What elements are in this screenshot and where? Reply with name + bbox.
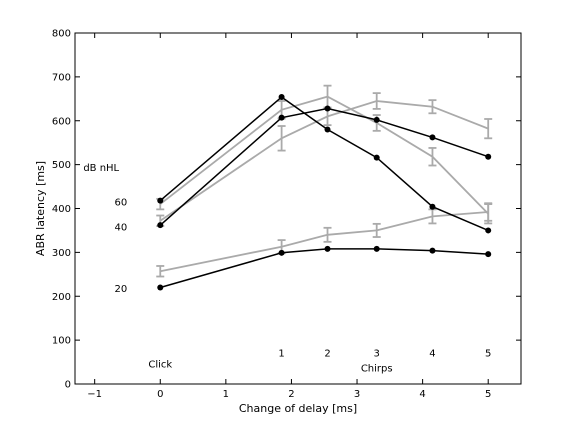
series-line xyxy=(159,107,489,226)
x-tick-label: 3 xyxy=(354,389,360,400)
x-axis-title: Change of delay [ms] xyxy=(239,402,357,415)
annotations: dB nHL 60 40 20 Click 1 2 3 4 5 Chirps xyxy=(83,163,491,375)
plot-area xyxy=(74,32,522,385)
y-tick-label: 400 xyxy=(52,204,71,215)
y-tick-label: 500 xyxy=(52,160,71,171)
annotation-click: Click xyxy=(148,359,172,370)
annotation-chirp2: 2 xyxy=(324,348,330,359)
series-line xyxy=(159,100,489,222)
y-tick-label: 300 xyxy=(52,248,71,259)
y-tick-label: 100 xyxy=(52,336,71,347)
x-tick-label: 2 xyxy=(288,389,294,400)
x-axis-ticks: −1 0 1 2 3 4 5 xyxy=(87,33,491,400)
annotation-lvl40: 40 xyxy=(115,222,128,233)
y-tick-label: 700 xyxy=(52,72,71,83)
annotation-chirps: Chirps xyxy=(361,364,393,375)
series-line xyxy=(159,96,489,232)
data-point xyxy=(485,251,492,258)
data-point xyxy=(429,134,436,141)
data-point xyxy=(157,197,164,204)
data-point xyxy=(373,154,380,161)
y-tick-label: 800 xyxy=(52,29,71,40)
y-tick-label: 0 xyxy=(65,380,71,391)
annotation-chirp4: 4 xyxy=(429,348,435,359)
data-point xyxy=(324,126,331,133)
data-point xyxy=(278,249,285,256)
annotation-lvl60: 60 xyxy=(115,197,128,208)
data-point xyxy=(373,116,380,123)
annotation-lvl20: 20 xyxy=(115,284,128,295)
data-point xyxy=(157,284,164,291)
annotation-chirp5: 5 xyxy=(485,348,491,359)
annotation-chirp1: 1 xyxy=(278,348,284,359)
x-tick-label: 1 xyxy=(223,389,229,400)
y-axis-title: ABR latency [ms] xyxy=(34,161,47,256)
y-tick-label: 600 xyxy=(52,116,71,127)
data-point xyxy=(485,153,492,160)
data-point xyxy=(429,247,436,254)
data-point xyxy=(324,105,331,112)
y-axis-ticks: 0 100 200 300 400 500 600 700 800 xyxy=(52,29,521,391)
series-line xyxy=(160,248,489,289)
annotation-dbnhl: dB nHL xyxy=(83,163,119,174)
x-tick-label: 0 xyxy=(157,389,163,400)
data-point xyxy=(324,245,331,252)
data-point xyxy=(485,227,492,234)
x-tick-label: 5 xyxy=(485,389,491,400)
series-line xyxy=(159,95,489,215)
annotation-chirp3: 3 xyxy=(374,348,380,359)
series-line xyxy=(160,211,489,273)
y-tick-label: 200 xyxy=(52,292,71,303)
data-point xyxy=(278,94,285,101)
data-point xyxy=(373,245,380,252)
data-point xyxy=(278,114,285,121)
data-point xyxy=(157,222,164,229)
x-tick-label: −1 xyxy=(87,389,102,400)
series-layer xyxy=(156,84,493,291)
x-tick-label: 4 xyxy=(419,389,425,400)
data-point xyxy=(429,203,436,210)
